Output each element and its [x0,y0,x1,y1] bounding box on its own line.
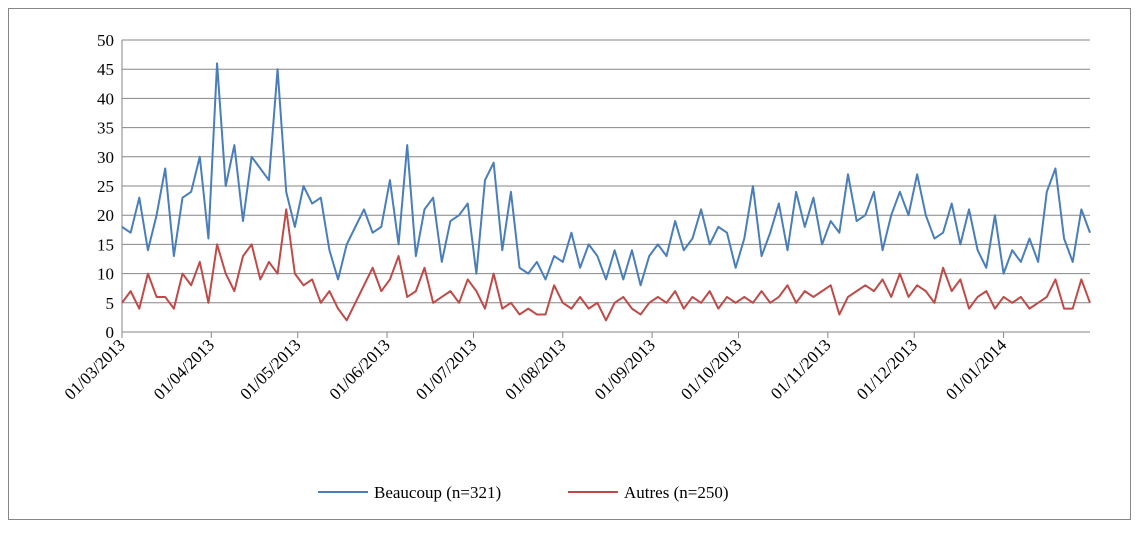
series-line [121,62,1091,287]
y-tick-label: 45 [97,60,114,79]
y-tick-label: 10 [97,265,114,284]
chart-border [8,8,1131,520]
series-line [121,208,1091,322]
y-tick-label: 5 [106,294,115,313]
y-tick-label: 0 [106,323,115,342]
y-tick-label: 20 [97,206,114,225]
legend-label: Autres (n=250) [624,483,728,502]
y-tick-label: 15 [97,235,114,254]
legend-label: Beaucoup (n=321) [374,483,501,502]
y-tick-label: 40 [97,89,114,108]
y-tick-label: 30 [97,148,114,167]
y-tick-label: 35 [97,119,114,138]
y-tick-label: 25 [97,177,114,196]
y-tick-label: 50 [97,31,114,50]
